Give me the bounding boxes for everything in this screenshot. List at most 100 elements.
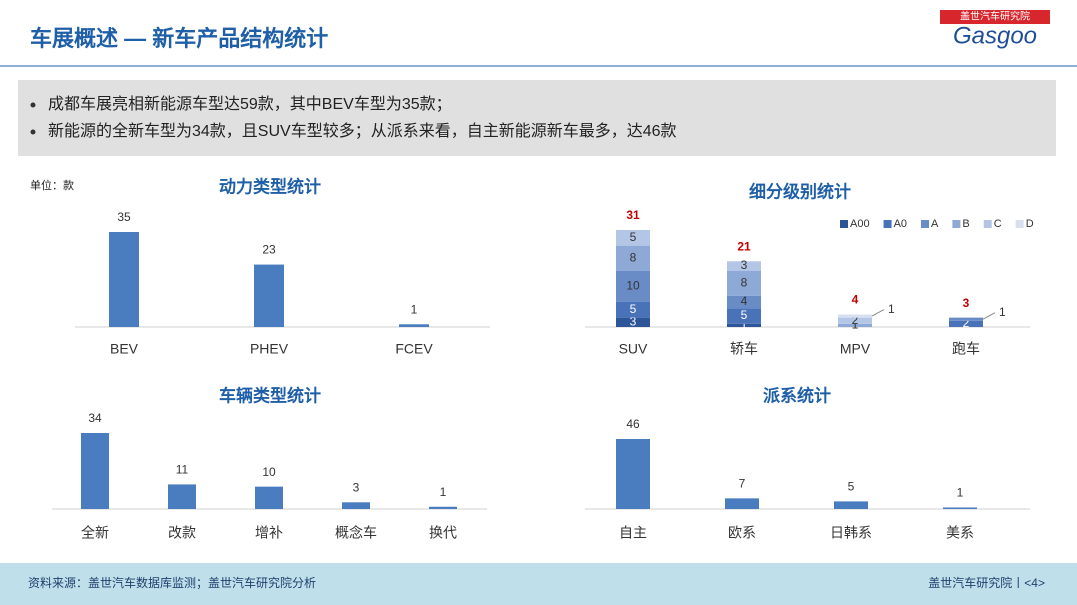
segment-label: 5 xyxy=(741,308,748,322)
bar-segment xyxy=(616,301,650,318)
legend-label: A00 xyxy=(850,218,870,230)
total-label: 3 xyxy=(963,296,970,310)
segment-label: 1 xyxy=(741,318,748,332)
x-tick-label: SUV xyxy=(619,341,648,357)
legend-swatch xyxy=(1015,220,1024,228)
bar-segment xyxy=(727,308,761,324)
value-label: 23 xyxy=(262,243,276,257)
leader-line xyxy=(982,312,996,320)
x-tick-label: 全新 xyxy=(81,525,109,541)
segment-label: 8 xyxy=(741,275,748,289)
bar-segment xyxy=(838,314,872,318)
segment-label: 5 xyxy=(630,302,637,316)
bar xyxy=(109,232,139,327)
value-label: 1 xyxy=(411,302,418,316)
bar xyxy=(168,484,196,509)
x-tick-label: 跑车 xyxy=(952,341,980,357)
x-tick-label: 增补 xyxy=(255,525,283,541)
logo-cn: 盖世汽车研究院 xyxy=(960,10,1030,23)
value-label: 10 xyxy=(262,465,276,479)
segment-label: 10 xyxy=(626,278,640,292)
legend-swatch xyxy=(952,220,961,228)
bar xyxy=(399,324,429,327)
bar-segment xyxy=(616,230,650,246)
value-label: 34 xyxy=(88,411,102,425)
total-label: 4 xyxy=(852,293,859,307)
bullet: 成都车展亮相新能源车型达59款，其中BEV车型为35款； xyxy=(48,95,452,113)
bar-segment xyxy=(616,270,650,302)
segment-label: 1 xyxy=(999,305,1006,319)
bar xyxy=(81,433,109,509)
bar xyxy=(342,502,370,509)
segment-label: 1 xyxy=(852,318,859,332)
value-label: 11 xyxy=(176,463,189,477)
bar xyxy=(255,486,283,509)
x-tick-label: PHEV xyxy=(250,341,289,357)
bar-segment xyxy=(727,270,761,296)
x-tick-label: MPV xyxy=(840,341,871,357)
bar xyxy=(429,506,457,509)
bullet-dot xyxy=(30,102,36,108)
value-label: 1 xyxy=(957,486,964,500)
legend-swatch xyxy=(883,220,892,228)
legend-label: D xyxy=(1026,218,1034,230)
legend-label: C xyxy=(994,218,1002,230)
bullet-box xyxy=(18,80,1056,156)
segment-label: 8 xyxy=(630,250,637,264)
segment-label: 4 xyxy=(741,294,748,308)
x-tick-label: 改款 xyxy=(168,525,196,541)
x-tick-label: 换代 xyxy=(429,525,457,541)
bar-segment xyxy=(949,320,983,327)
legend-label: B xyxy=(962,218,969,230)
legend-swatch xyxy=(840,220,848,228)
value-label: 7 xyxy=(739,477,746,491)
bar xyxy=(254,264,284,327)
legend-swatch xyxy=(983,220,992,228)
bar-segment xyxy=(727,261,761,271)
bar-segment xyxy=(616,317,650,327)
total-label: 21 xyxy=(737,239,751,253)
bar xyxy=(834,501,868,509)
bar-segment xyxy=(727,323,761,327)
x-tick-label: 欧系 xyxy=(728,525,756,541)
total-label: 31 xyxy=(626,208,640,222)
footer-source: 资料来源：盖世汽车数据库监测；盖世汽车研究院分析 xyxy=(28,575,316,590)
bar-segment xyxy=(727,295,761,309)
segment-label: 3 xyxy=(741,258,748,272)
unit-label: 单位：款 xyxy=(30,178,74,192)
x-tick-label: 概念车 xyxy=(335,525,377,541)
bar xyxy=(725,498,759,509)
x-tick-label: 日韩系 xyxy=(830,525,872,541)
bar-segment xyxy=(838,317,872,324)
footer-band xyxy=(0,563,1077,605)
bar-segment xyxy=(838,323,872,327)
x-tick-label: FCEV xyxy=(395,341,433,357)
segment-label: 5 xyxy=(630,230,637,244)
legend-label: A0 xyxy=(894,218,907,230)
value-label: 3 xyxy=(353,480,360,494)
leader-line xyxy=(871,309,885,317)
segment-label: 2 xyxy=(852,313,859,327)
chart-title: 车辆类型统计 xyxy=(219,385,321,405)
bar xyxy=(943,507,977,509)
x-tick-label: BEV xyxy=(110,341,139,357)
value-label: 35 xyxy=(117,210,131,224)
segment-label: 3 xyxy=(630,314,637,328)
x-tick-label: 美系 xyxy=(946,525,974,541)
logo-badge xyxy=(940,10,1050,24)
slide-title: 车展概述 — 新车产品结构统计 xyxy=(30,26,328,51)
x-tick-label: 轿车 xyxy=(730,341,758,357)
bullet: 新能源的全新车型为34款，且SUV车型较多；从派系来看，自主新能源新车最多，达4… xyxy=(48,122,677,140)
bar xyxy=(616,439,650,509)
segment-label: 2 xyxy=(963,316,970,330)
bullet-dot xyxy=(30,129,36,135)
bar-segment xyxy=(949,317,983,321)
chart-title: 动力类型统计 xyxy=(219,176,321,196)
legend-label: A xyxy=(931,218,939,230)
bar-segment xyxy=(616,245,650,271)
logo-en: Gasgoo xyxy=(953,22,1037,49)
value-label: 46 xyxy=(626,417,640,431)
chart-title: 派系统计 xyxy=(763,385,831,405)
